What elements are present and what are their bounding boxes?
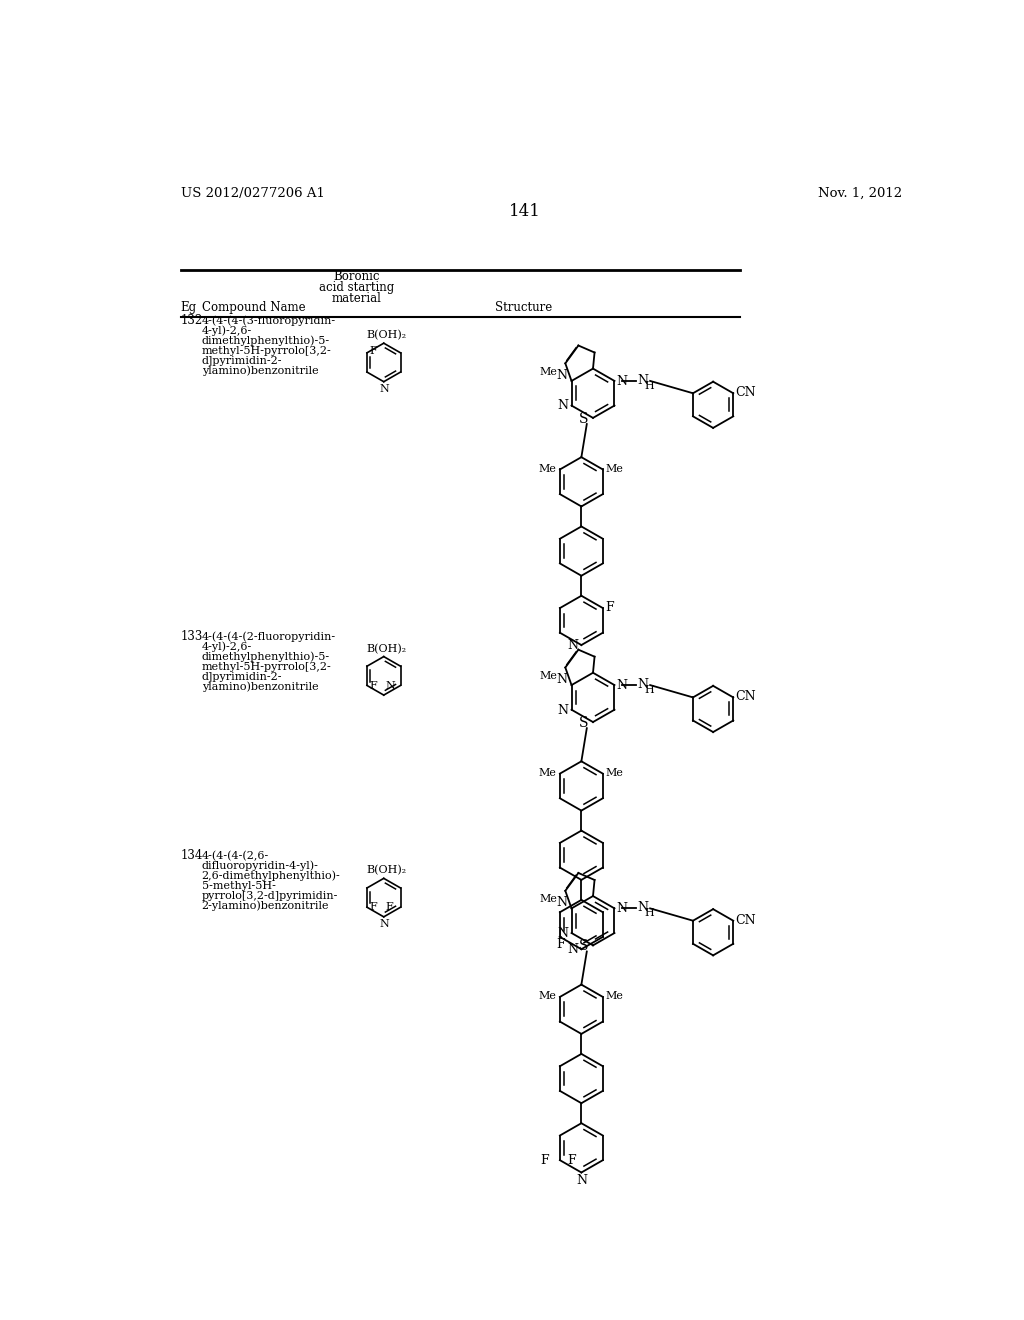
- Text: B(OH)₂: B(OH)₂: [367, 866, 407, 875]
- Text: S: S: [579, 715, 589, 730]
- Text: Me: Me: [605, 768, 623, 777]
- Text: pyrrolo[3,2-d]pyrimidin-: pyrrolo[3,2-d]pyrimidin-: [202, 891, 338, 902]
- Text: N: N: [616, 903, 628, 915]
- Text: F: F: [541, 1154, 549, 1167]
- Text: N: N: [637, 902, 648, 915]
- Text: B(OH)₂: B(OH)₂: [367, 330, 407, 341]
- Text: H: H: [644, 685, 653, 694]
- Text: F: F: [556, 939, 564, 952]
- Text: dimethylphenylthio)-5-: dimethylphenylthio)-5-: [202, 335, 330, 346]
- Text: Compound Name: Compound Name: [202, 301, 305, 314]
- Text: CN: CN: [735, 913, 756, 927]
- Text: difluoropyridin-4-yl)-: difluoropyridin-4-yl)-: [202, 861, 318, 871]
- Text: 4-(4-(4-(2-fluoropyridin-: 4-(4-(4-(2-fluoropyridin-: [202, 631, 336, 642]
- Text: US 2012/0277206 A1: US 2012/0277206 A1: [180, 187, 325, 199]
- Text: N: N: [577, 1173, 588, 1187]
- Text: 4-yl)-2,6-: 4-yl)-2,6-: [202, 326, 252, 337]
- Text: 133: 133: [180, 630, 203, 643]
- Text: F: F: [385, 902, 393, 912]
- Text: d]pyrimidin-2-: d]pyrimidin-2-: [202, 672, 283, 681]
- Text: d]pyrimidin-2-: d]pyrimidin-2-: [202, 356, 283, 366]
- Text: F: F: [370, 902, 377, 912]
- Text: 4-(4-(4-(2,6-: 4-(4-(4-(2,6-: [202, 851, 269, 861]
- Text: Nov. 1, 2012: Nov. 1, 2012: [818, 187, 902, 199]
- Text: N: N: [567, 942, 579, 956]
- Text: N: N: [556, 673, 567, 686]
- Text: Me: Me: [539, 463, 556, 474]
- Text: CN: CN: [735, 690, 756, 704]
- Text: N: N: [558, 400, 568, 412]
- Text: 5-methyl-5H-: 5-methyl-5H-: [202, 882, 275, 891]
- Text: F: F: [567, 1154, 577, 1167]
- Text: material: material: [332, 292, 382, 305]
- Text: methyl-5H-pyrrolo[3,2-: methyl-5H-pyrrolo[3,2-: [202, 346, 332, 356]
- Text: 134: 134: [180, 849, 203, 862]
- Text: Me: Me: [539, 894, 557, 904]
- Text: N: N: [379, 384, 389, 393]
- Text: Eg: Eg: [180, 301, 197, 314]
- Text: acid starting: acid starting: [319, 281, 394, 294]
- Text: dimethylphenylthio)-5-: dimethylphenylthio)-5-: [202, 651, 330, 661]
- Text: Me: Me: [539, 671, 557, 681]
- Text: N: N: [385, 681, 395, 692]
- Text: B(OH)₂: B(OH)₂: [367, 644, 407, 653]
- Text: CN: CN: [735, 387, 756, 400]
- Text: H: H: [644, 908, 653, 919]
- Text: Me: Me: [539, 991, 556, 1002]
- Text: 2,6-dimethylphenylthio)-: 2,6-dimethylphenylthio)-: [202, 871, 340, 882]
- Text: 141: 141: [509, 203, 541, 220]
- Text: Me: Me: [605, 463, 623, 474]
- Text: F: F: [370, 346, 377, 356]
- Text: S: S: [579, 939, 589, 953]
- Text: N: N: [637, 374, 648, 387]
- Text: 2-ylamino)benzonitrile: 2-ylamino)benzonitrile: [202, 900, 329, 911]
- Text: N: N: [379, 919, 389, 929]
- Text: methyl-5H-pyrrolo[3,2-: methyl-5H-pyrrolo[3,2-: [202, 661, 332, 672]
- Text: Me: Me: [605, 991, 623, 1002]
- Text: N: N: [558, 704, 568, 717]
- Text: F: F: [605, 601, 613, 614]
- Text: 4-(4-(4-(3-fluoropyridin-: 4-(4-(4-(3-fluoropyridin-: [202, 315, 336, 326]
- Text: N: N: [637, 678, 648, 692]
- Text: ylamino)benzonitrile: ylamino)benzonitrile: [202, 366, 318, 376]
- Text: ylamino)benzonitrile: ylamino)benzonitrile: [202, 681, 318, 692]
- Text: Boronic: Boronic: [334, 271, 380, 282]
- Text: Structure: Structure: [495, 301, 552, 314]
- Text: N: N: [558, 927, 568, 940]
- Text: Me: Me: [539, 768, 556, 777]
- Text: N: N: [556, 368, 567, 381]
- Text: N: N: [616, 678, 628, 692]
- Text: F: F: [370, 681, 377, 692]
- Text: N: N: [556, 896, 567, 909]
- Text: S: S: [579, 412, 589, 425]
- Text: H: H: [644, 380, 653, 391]
- Text: 4-yl)-2,6-: 4-yl)-2,6-: [202, 642, 252, 652]
- Text: 132: 132: [180, 314, 203, 327]
- Text: N: N: [567, 639, 579, 652]
- Text: N: N: [616, 375, 628, 388]
- Text: Me: Me: [539, 367, 557, 376]
